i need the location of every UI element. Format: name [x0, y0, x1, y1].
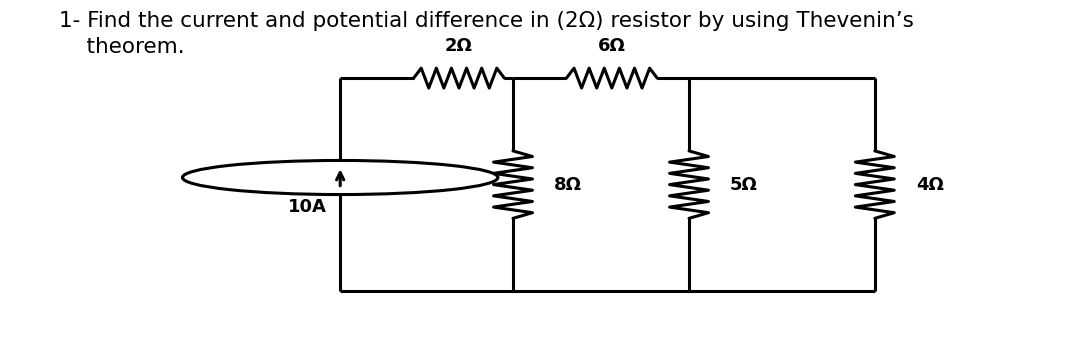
Text: 1- Find the current and potential difference in (2Ω) resistor by using Thevenin’: 1- Find the current and potential differ… [59, 11, 915, 57]
Text: 5Ω: 5Ω [730, 176, 758, 193]
Text: 6Ω: 6Ω [598, 37, 625, 55]
Text: 2Ω: 2Ω [445, 37, 473, 55]
Text: 8Ω: 8Ω [554, 176, 582, 193]
Text: 4Ω: 4Ω [916, 176, 944, 193]
Text: 10A: 10A [288, 198, 327, 216]
